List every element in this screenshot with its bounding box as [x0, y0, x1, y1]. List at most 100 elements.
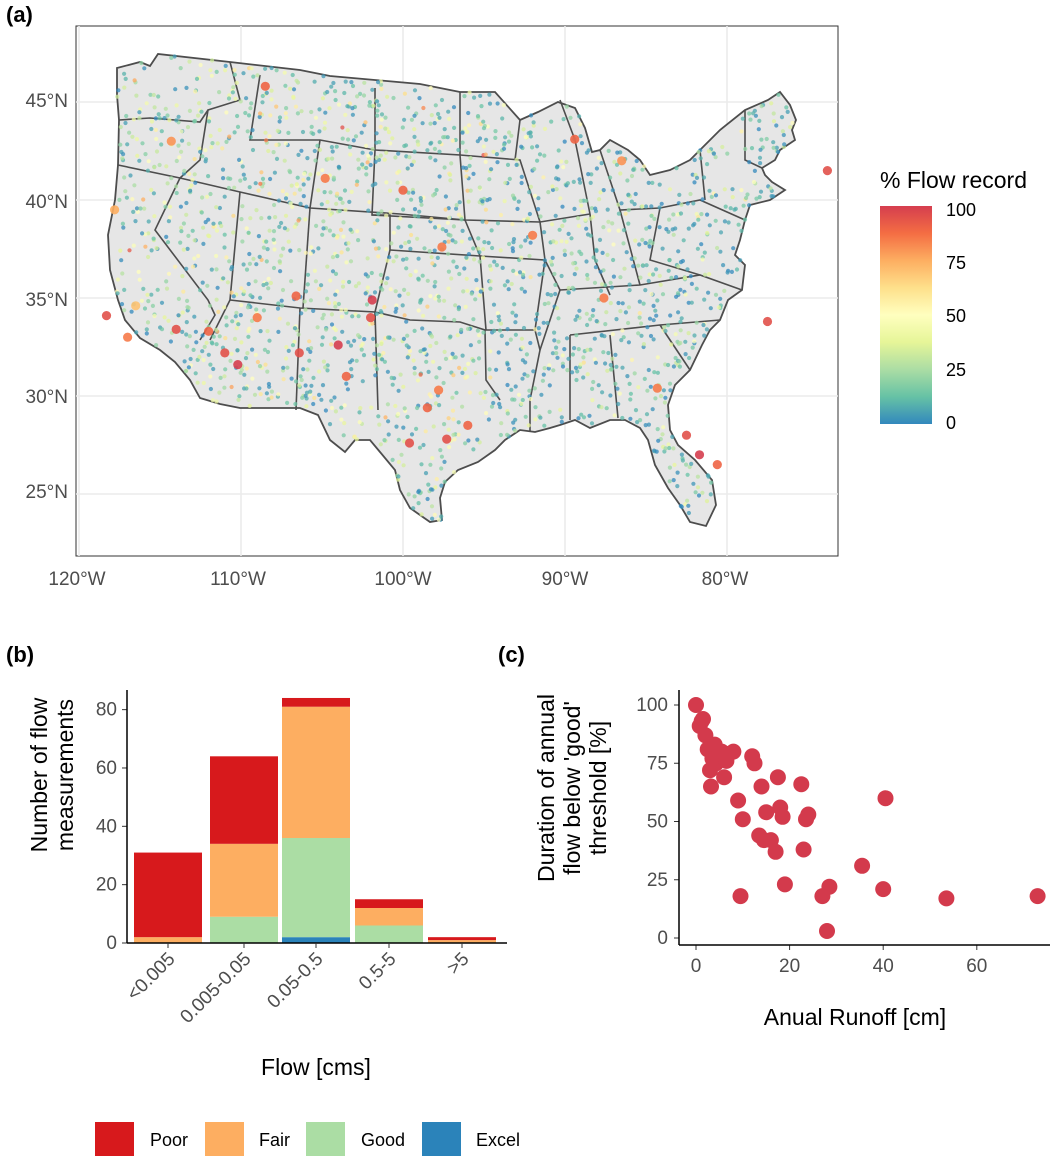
gauge-point: [291, 87, 297, 92]
gauge-point: [412, 328, 417, 333]
gauge-point: [311, 308, 316, 313]
gauge-point: [313, 115, 319, 120]
gauge-point: [679, 202, 684, 207]
gauge-point: [428, 462, 433, 467]
gauge-point: [648, 238, 653, 243]
gauge-point: [266, 276, 271, 281]
bar-segment-good: [355, 925, 423, 943]
flow-record-legend-title: % Flow record: [880, 167, 1027, 193]
gauge-point: [211, 366, 216, 372]
gauge-point: [667, 465, 673, 470]
gauge-point: [276, 392, 281, 397]
gauge-point: [551, 368, 556, 373]
gauge-point: [566, 290, 572, 295]
gauge-point: [301, 194, 306, 199]
gauge-point: [692, 339, 697, 344]
gauge-point: [428, 141, 433, 146]
gauge-point: [578, 362, 583, 367]
gauge-point: [292, 339, 297, 344]
gauge-point: [347, 145, 353, 150]
gauge-point: [713, 218, 718, 223]
gauge-point: [186, 141, 191, 146]
gauge-point: [379, 279, 384, 284]
gauge-point: [257, 254, 262, 259]
gauge-point: [412, 134, 417, 139]
gauge-point: [218, 375, 223, 380]
gauge-point: [638, 275, 643, 280]
gauge-point: [608, 362, 613, 368]
gauge-point: [329, 405, 335, 411]
gauge-point: [224, 323, 229, 328]
scatter-point: [725, 743, 742, 760]
gauge-point: [347, 279, 352, 285]
gauge-point: [235, 348, 240, 353]
gauge-point: [598, 288, 604, 293]
gauge-point: [562, 218, 567, 223]
gauge-point: [585, 272, 590, 278]
gauge-point: [286, 239, 291, 244]
gauge-point: [219, 223, 224, 229]
gauge-point: [416, 308, 421, 313]
gauge-point: [351, 138, 356, 143]
gauge-point: [774, 123, 779, 128]
gauge-point: [325, 296, 330, 301]
gauge-point: [450, 408, 456, 413]
gauge-point: [442, 479, 447, 484]
gauge-point: [462, 366, 468, 371]
gauge-point: [159, 142, 164, 147]
gauge-point: [325, 264, 330, 269]
bar-y-tick-label: 60: [96, 758, 117, 779]
gauge-point: [214, 297, 219, 302]
gauge-point: [269, 395, 274, 400]
scatter-point: [734, 811, 751, 828]
scatter-y-tick-label: 50: [647, 812, 668, 833]
scatter-point: [703, 778, 719, 795]
gauge-point: [180, 274, 185, 279]
gauge-point: [631, 167, 636, 172]
gauge-point: [510, 222, 515, 227]
gauge-point: [284, 115, 289, 120]
gauge-point: [519, 401, 524, 406]
gauge-point: [429, 394, 434, 399]
gauge-point: [188, 356, 193, 362]
gauge-point: [265, 247, 270, 252]
gauge-point: [648, 384, 653, 389]
gauge-point: [434, 340, 439, 346]
gauge-point: [446, 427, 451, 432]
gauge-point-high: [528, 230, 538, 240]
gauge-point: [358, 91, 363, 96]
gauge-point: [640, 237, 645, 242]
gauge-points: [101, 54, 833, 522]
gauge-point: [244, 366, 249, 371]
gauge-point: [571, 261, 576, 266]
gauge-point: [182, 168, 187, 173]
gauge-point: [408, 246, 413, 251]
gauge-point: [533, 417, 538, 422]
gauge-point: [486, 240, 491, 245]
gauge-point: [510, 246, 515, 251]
lat-tick-35: 35°N: [26, 290, 68, 311]
gauge-point: [274, 68, 279, 73]
gauge-point: [445, 220, 450, 225]
gauge-point: [152, 105, 157, 110]
gauge-point: [415, 405, 420, 411]
gauge-point: [447, 116, 452, 121]
gauge-point-high: [694, 450, 705, 460]
gauge-point: [620, 365, 625, 370]
gauge-point: [564, 239, 569, 244]
gauge-point: [686, 503, 691, 508]
gauge-point: [172, 54, 177, 59]
gauge-point: [577, 308, 582, 313]
gauge-point: [165, 240, 171, 245]
gauge-point: [739, 188, 744, 193]
gauge-point: [718, 230, 724, 235]
gauge-point: [210, 58, 215, 63]
gauge-point: [366, 208, 371, 213]
gauge-point: [370, 147, 375, 152]
gauge-point: [393, 155, 398, 160]
gauge-point: [621, 228, 627, 233]
gauge-point: [345, 247, 350, 252]
gauge-point: [134, 137, 139, 142]
gauge-point: [511, 268, 516, 273]
gauge-point-high: [101, 311, 112, 321]
